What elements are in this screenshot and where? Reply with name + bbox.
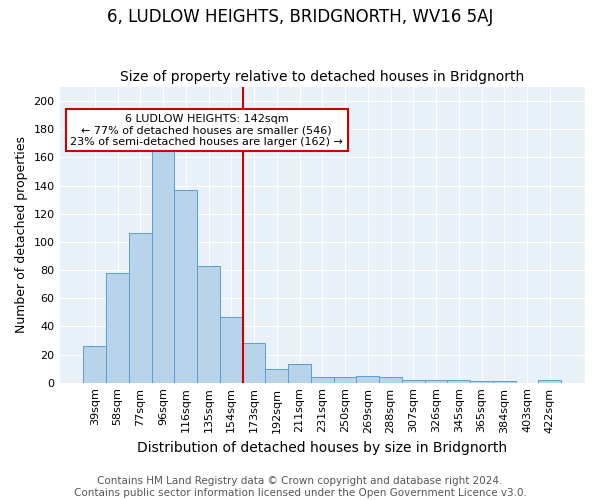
Bar [265, 368, 288, 382]
Bar [538, 380, 561, 382]
Bar [448, 380, 470, 382]
Title: Size of property relative to detached houses in Bridgnorth: Size of property relative to detached ho… [120, 70, 524, 85]
Y-axis label: Number of detached properties: Number of detached properties [15, 136, 28, 334]
Text: 6 LUDLOW HEIGHTS: 142sqm
← 77% of detached houses are smaller (546)
23% of semi-: 6 LUDLOW HEIGHTS: 142sqm ← 77% of detach… [70, 114, 343, 147]
Bar [425, 380, 448, 382]
Bar [288, 364, 311, 382]
Bar [402, 380, 425, 382]
Text: Contains HM Land Registry data © Crown copyright and database right 2024.
Contai: Contains HM Land Registry data © Crown c… [74, 476, 526, 498]
Bar [311, 377, 334, 382]
Bar [334, 377, 356, 382]
Bar [83, 346, 106, 383]
Bar [356, 376, 379, 382]
Bar [379, 377, 402, 382]
Bar [129, 234, 152, 382]
Bar [197, 266, 220, 382]
Bar [175, 190, 197, 382]
X-axis label: Distribution of detached houses by size in Bridgnorth: Distribution of detached houses by size … [137, 441, 508, 455]
Bar [242, 344, 265, 382]
Text: 6, LUDLOW HEIGHTS, BRIDGNORTH, WV16 5AJ: 6, LUDLOW HEIGHTS, BRIDGNORTH, WV16 5AJ [107, 8, 493, 26]
Bar [106, 273, 129, 382]
Bar [220, 316, 242, 382]
Bar [152, 150, 175, 382]
